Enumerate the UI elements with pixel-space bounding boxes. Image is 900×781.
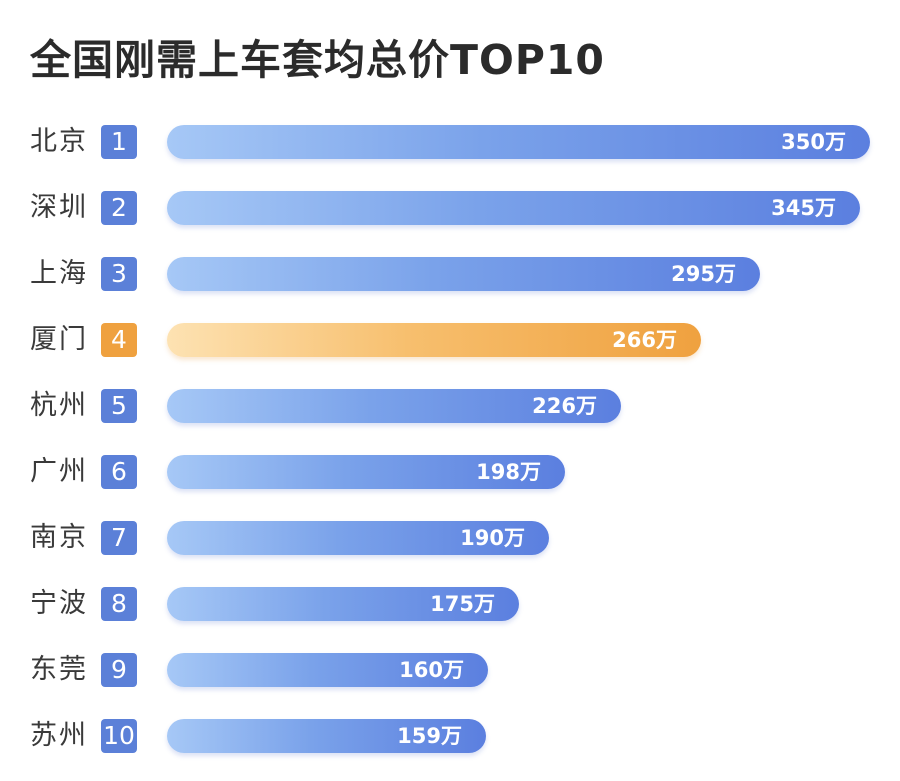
value-label: 175万 bbox=[430, 592, 495, 616]
bar-row: 上海 3 295万 bbox=[0, 254, 900, 294]
rank-badge: 3 bbox=[101, 257, 137, 291]
value-label: 190万 bbox=[460, 526, 525, 550]
bar-row: 宁波 8 175万 bbox=[0, 584, 900, 624]
city-label: 北京 bbox=[30, 126, 88, 157]
bar-row: 杭州 5 226万 bbox=[0, 386, 900, 426]
value-label: 345万 bbox=[771, 196, 836, 220]
city-label: 厦门 bbox=[30, 324, 88, 355]
bar: 226万 bbox=[167, 389, 621, 423]
bar-row: 东莞 9 160万 bbox=[0, 650, 900, 690]
city-label: 东莞 bbox=[30, 654, 88, 685]
value-label: 295万 bbox=[671, 262, 736, 286]
bar-row: 北京 1 350万 bbox=[0, 122, 900, 162]
bar: 160万 bbox=[167, 653, 488, 687]
rank-badge: 4 bbox=[101, 323, 137, 357]
bar: 295万 bbox=[167, 257, 760, 291]
city-label: 广州 bbox=[30, 456, 88, 487]
rank-badge: 5 bbox=[101, 389, 137, 423]
bar: 159万 bbox=[167, 719, 486, 753]
city-label: 杭州 bbox=[30, 390, 88, 421]
value-label: 350万 bbox=[781, 130, 846, 154]
bar: 345万 bbox=[167, 191, 860, 225]
rank-badge: 8 bbox=[101, 587, 137, 621]
bar-row: 南京 7 190万 bbox=[0, 518, 900, 558]
value-label: 266万 bbox=[612, 328, 677, 352]
bar-row: 深圳 2 345万 bbox=[0, 188, 900, 228]
chart-title: 全国刚需上车套均总价TOP10 bbox=[30, 36, 605, 84]
bar: 350万 bbox=[167, 125, 870, 159]
rank-badge: 6 bbox=[101, 455, 137, 489]
value-label: 226万 bbox=[532, 394, 597, 418]
bar-row: 广州 6 198万 bbox=[0, 452, 900, 492]
rank-badge: 9 bbox=[101, 653, 137, 687]
bar-row: 苏州 10 159万 bbox=[0, 716, 900, 756]
bar: 190万 bbox=[167, 521, 549, 555]
rank-badge: 7 bbox=[101, 521, 137, 555]
city-label: 苏州 bbox=[30, 720, 88, 751]
bar: 198万 bbox=[167, 455, 565, 489]
bar: 175万 bbox=[167, 587, 519, 621]
city-label: 深圳 bbox=[30, 192, 88, 223]
bar-row: 厦门 4 266万 bbox=[0, 320, 900, 360]
city-label: 南京 bbox=[30, 522, 88, 553]
rank-badge: 10 bbox=[101, 719, 137, 753]
bar: 266万 bbox=[167, 323, 701, 357]
value-label: 160万 bbox=[399, 658, 464, 682]
rank-badge: 1 bbox=[101, 125, 137, 159]
value-label: 198万 bbox=[476, 460, 541, 484]
city-label: 宁波 bbox=[30, 588, 88, 619]
rank-badge: 2 bbox=[101, 191, 137, 225]
city-label: 上海 bbox=[30, 258, 88, 289]
value-label: 159万 bbox=[397, 724, 462, 748]
